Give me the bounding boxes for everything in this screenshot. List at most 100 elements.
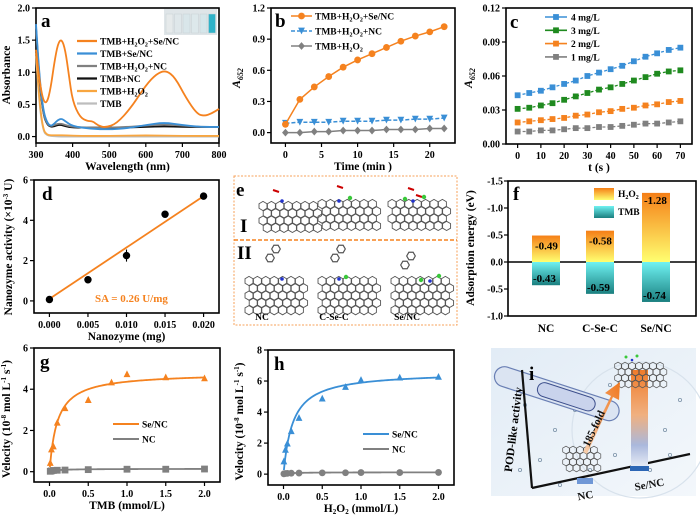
graphene-sheet	[317, 275, 382, 316]
y-tick-label: 0.6	[253, 66, 266, 77]
arrow-185-fold	[583, 382, 620, 454]
hexagon	[631, 379, 640, 389]
hexagon	[367, 198, 377, 210]
panel-label: i	[529, 364, 534, 385]
y-tick-label: 4	[257, 408, 262, 419]
hexagon	[391, 220, 401, 232]
bar-value-tmb: -0.59	[587, 282, 610, 294]
hexagon	[433, 220, 443, 232]
legend-label: Se/NC	[142, 421, 168, 431]
y-tick-label: 2	[257, 439, 262, 450]
data-point	[549, 84, 556, 91]
benzene-ring	[336, 244, 346, 254]
hexagon	[614, 373, 622, 383]
bar-value-tmb: -0.74	[643, 290, 666, 302]
hexagon	[652, 379, 661, 389]
vial	[208, 13, 216, 34]
legend-label: TMB+H2O2+NC	[100, 62, 167, 73]
data-point	[310, 118, 318, 126]
data-point	[199, 192, 208, 200]
data-point	[665, 99, 672, 105]
hexagon	[645, 379, 654, 389]
data-point	[514, 119, 521, 126]
series-line	[35, 39, 220, 128]
x-tick-label: 600	[138, 150, 153, 161]
panel-f-adsorption-energy: -1.5 -1.0 -0.5 0.0 -0.5 -1.0 Adsorption energy…	[465, 177, 697, 335]
panel-label: b	[275, 11, 286, 32]
hexagon	[432, 305, 442, 316]
hexagon	[659, 367, 668, 377]
benzene-ring	[400, 260, 410, 270]
y-axis-label: Velocity (10-8 mol L-1 s-1)	[0, 360, 13, 478]
data-point	[342, 383, 349, 390]
series-line	[284, 25, 445, 125]
panel-label: g	[40, 352, 50, 373]
graphene-sheet	[390, 275, 455, 316]
x-axis-label: Nanozyme (mg)	[88, 331, 166, 343]
data-point	[677, 98, 684, 104]
hexagon	[244, 305, 254, 316]
x-tick-label: 500	[102, 150, 117, 161]
bubble	[553, 427, 558, 432]
hexagon	[408, 220, 418, 232]
y-tick-label: -1.0	[487, 204, 503, 215]
hexagon	[279, 222, 289, 234]
x-tick-label: 20	[559, 151, 569, 162]
data-point	[53, 418, 61, 426]
fit-line	[48, 195, 205, 300]
hexagon	[624, 379, 633, 389]
x-tick-label: 2.0	[198, 489, 211, 500]
data-point	[435, 469, 442, 476]
hexagon	[299, 283, 309, 294]
panel-h-h2o2-kinetics: 0 2 4 6 8 0.0 0.5 1.0 1.5 2.0 H2O2 (mmol/L) Velocit…	[233, 346, 455, 516]
x-tick-label: 0.010	[115, 320, 138, 331]
row-label-I: I	[240, 216, 247, 237]
data-point	[61, 404, 69, 412]
benzene-ring	[406, 251, 416, 261]
data-point	[561, 115, 568, 121]
bubble	[558, 482, 563, 487]
data-point	[572, 93, 579, 100]
x-tick-label: 1.0	[121, 489, 134, 500]
x-tick-label: 2.0	[432, 492, 445, 503]
data-point	[411, 115, 419, 123]
bar-h2o2	[642, 192, 670, 262]
hexagon	[621, 361, 629, 371]
legend-label: TMB+H2O2+Se/NC	[100, 37, 179, 48]
hexagon	[286, 305, 296, 316]
data-point	[642, 53, 649, 60]
data-point	[526, 90, 533, 96]
series-line	[285, 127, 445, 134]
data-point	[354, 117, 361, 125]
data-point	[537, 127, 544, 134]
data-point	[630, 77, 637, 84]
plot-frame	[507, 180, 697, 317]
bar-label-nc: NC	[577, 489, 595, 504]
hexagon	[562, 445, 570, 455]
data-point	[526, 128, 533, 135]
x-tick-label: 0.020	[192, 320, 215, 331]
data-point	[596, 109, 602, 116]
fit-curve	[48, 376, 205, 468]
data-point	[665, 119, 672, 126]
data-point	[61, 466, 69, 474]
hexagon	[569, 445, 577, 455]
data-point	[514, 92, 521, 99]
data-point	[162, 373, 170, 381]
data-point	[201, 465, 208, 473]
data-point	[357, 469, 365, 476]
hexagon	[565, 463, 574, 473]
hexagon	[330, 220, 340, 232]
data-point	[383, 116, 390, 124]
x-tick-label: 0	[515, 151, 520, 162]
legend-label: TMB	[100, 100, 122, 110]
hexagon	[583, 457, 591, 467]
data-point	[397, 37, 405, 45]
tmb-molecule	[265, 244, 281, 263]
hexagon	[425, 220, 435, 232]
hexagon	[308, 200, 318, 212]
data-point	[357, 376, 365, 383]
data-point	[440, 23, 448, 31]
hexagon	[355, 220, 365, 232]
